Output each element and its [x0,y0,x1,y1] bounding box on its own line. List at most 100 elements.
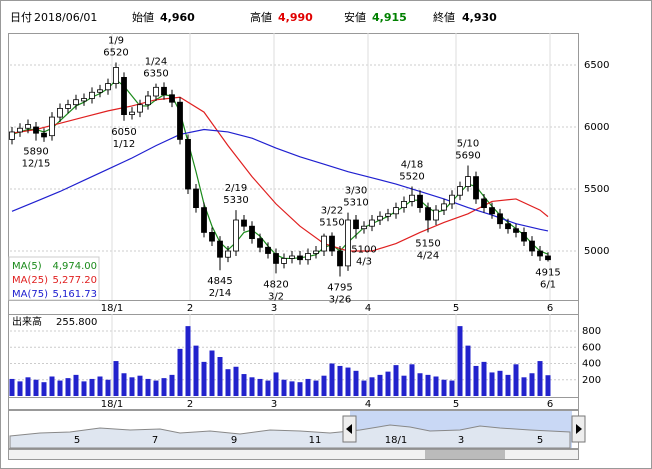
candle-body [393,207,399,215]
annotation-value: 5330 [223,195,248,206]
candle-body [305,253,311,261]
candle-body [193,188,199,209]
candle-body [289,255,295,259]
volume-bar [25,377,31,396]
annotation-value: 5150 [415,238,440,249]
candle-body [361,225,367,230]
annotation-date: 4/18 [401,160,423,171]
candle-body [121,76,127,116]
candle-body [313,250,319,254]
annotation-date: 1/9 [108,36,124,47]
legend-value: 5,277.20 [52,275,97,286]
y-tick-label: 6500 [584,60,609,71]
legend-box [8,256,100,301]
x-tick-label: 5 [453,303,459,314]
arrow-right [576,424,582,434]
annotation-date: 6/1 [540,280,556,291]
legend-value: 4,974.00 [52,261,97,272]
volume-bar [57,380,63,396]
x-tick-label: 2 [187,303,193,314]
volume-bar [433,376,439,396]
volume-bar [465,345,471,396]
candle-body [233,219,239,252]
volume-bar [409,364,415,396]
candle-body [273,253,279,264]
volume-bar [265,380,271,396]
candle-body [201,207,207,233]
candle-body [17,127,23,133]
volume-bar [233,366,239,396]
volume-bar [473,365,479,396]
annotation-value: 5690 [455,150,480,161]
candle-body [25,124,31,129]
volume-bar [193,345,199,396]
volume-bar [161,378,167,396]
annotation-date: 4/24 [417,250,439,261]
volume-bar [481,361,487,396]
candle-body [537,250,543,257]
candle-body [73,99,79,106]
annotation-value: 6050 [111,127,136,138]
scrollbar-thumb[interactable] [425,450,505,459]
candle-body [241,219,247,227]
x-tick-label: 4 [365,303,371,314]
header-label: 始値 [132,10,154,24]
candle-body [177,101,183,140]
x-tick-label: 4 [365,399,371,410]
volume-bar [81,381,87,396]
volume-bar [121,373,127,396]
y-tick-label: 6000 [584,122,609,133]
annotation-date: 3/26 [329,294,351,305]
x-tick-label: 3 [271,399,277,410]
annotation-value: 5100 [351,245,376,256]
candle-body [489,207,495,215]
volume-bar [49,376,55,396]
candle-body [521,232,527,242]
candle-body [129,111,135,116]
header: 日付 2018/06/01 始値 4,960 高値 4,990 安値 4,915 終値 4,930 [10,10,497,24]
x-tick-label: 2 [187,399,193,410]
volume-bar [521,377,527,396]
navigator-label: 7 [152,435,158,446]
candle-body [497,213,503,225]
candle-body [225,250,231,258]
volume-bar [321,375,327,396]
volume-bar [497,370,503,396]
annotation-value: 4795 [327,282,352,293]
candle-body [9,131,15,140]
candle-body [145,95,151,106]
volume-bar [97,376,103,396]
annotation-value: 4915 [535,268,560,279]
volume-bar [209,350,215,396]
volume-caption-value: 255.800 [56,317,97,328]
candle-body [209,232,215,242]
annotation-value: 5310 [343,198,368,209]
candle-body [65,104,71,109]
legend-value: 5,161.73 [52,289,97,300]
volume-bar [449,380,455,396]
header-label: 安値 [344,10,366,24]
legend-name: MA(75) [12,289,48,300]
candle-body [377,215,383,221]
annotation-date: 3/22 [321,205,343,216]
candle-body [513,228,519,233]
volume-bar [241,374,247,396]
plot: 出来高 255.8001/965201/12605012/1558901/2463… [9,36,561,396]
volume-tick-label: 400 [582,359,601,370]
volume-bar [65,378,71,396]
candle-body [49,116,55,137]
candle-body [401,201,407,209]
volume-tick-label: 200 [582,375,601,386]
volume-bar [185,326,191,396]
candle-body [457,186,463,196]
candle-body [33,126,39,134]
volume-bar [281,379,287,396]
candle-body [529,240,535,252]
volume-bar [377,374,383,396]
price-panel [8,33,579,315]
volume-bar [537,361,543,396]
scrollbar-track [8,449,579,460]
volume-bar [489,372,495,396]
annotation-date: 5/10 [457,138,479,149]
navigator-label: 9 [231,435,237,446]
